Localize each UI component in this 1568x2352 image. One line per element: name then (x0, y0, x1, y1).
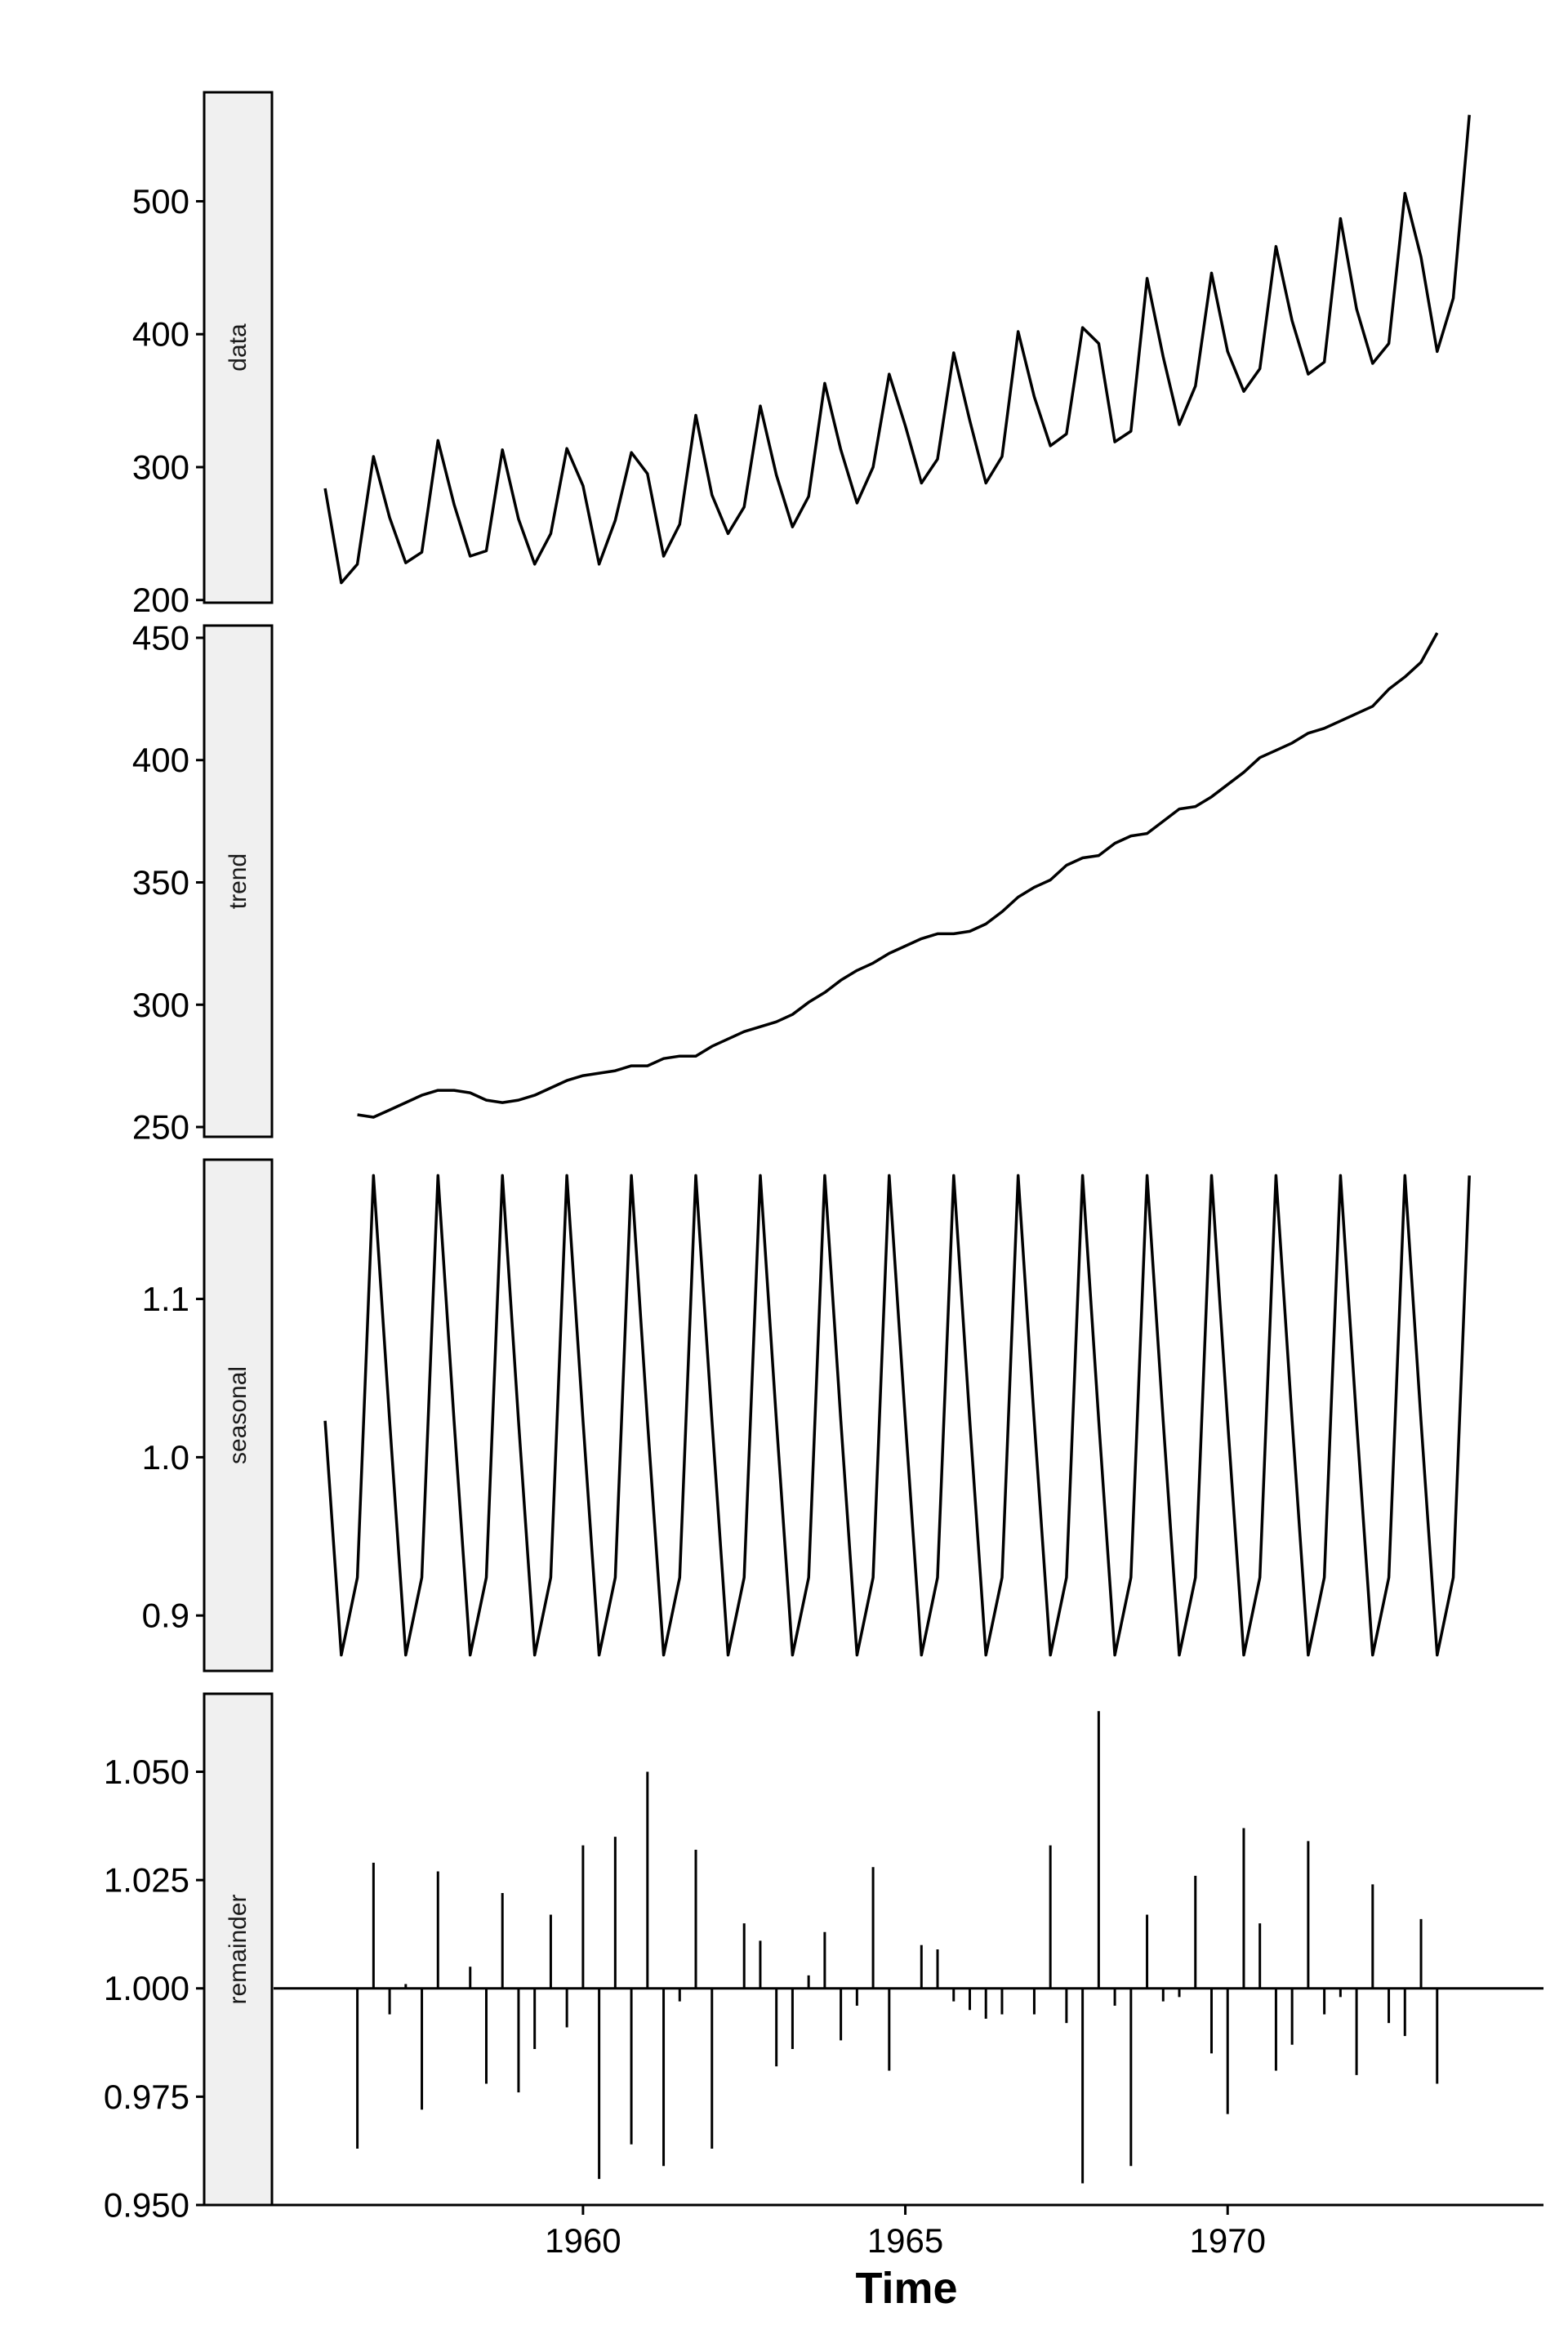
panel-seasonal: seasonal 0.9 1.0 1.1 (142, 1158, 1471, 1673)
panel-trend: trend 250 300 350 400 450 (132, 618, 1439, 1147)
y-tick-label-seasonal: 1.0 (142, 1438, 189, 1477)
x-axis: 1960 1965 1970 (272, 2203, 1544, 2260)
y-tick-label-trend: 350 (132, 863, 189, 902)
x-axis-title: Time (855, 2264, 957, 2313)
y-tick-label-remainder: 0.975 (104, 2078, 189, 2116)
strip-label-seasonal: seasonal (225, 1366, 252, 1464)
x-tick-label: 1960 (545, 2221, 621, 2260)
chart-panels: data 200 300 400 500 trend 250 300 350 400 450 seas… (104, 91, 1544, 2225)
y-tick-label-data: 500 (132, 182, 189, 220)
y-tick-label-data: 200 (132, 581, 189, 619)
x-tick-label: 1965 (867, 2221, 943, 2260)
y-tick-label-data: 300 (132, 448, 189, 486)
y-tick-label-remainder: 0.950 (104, 2186, 189, 2225)
strip-seasonal (203, 1158, 274, 1673)
strip-label-trend: trend (225, 853, 252, 909)
series-line-seasonal (323, 1174, 1471, 1657)
series-line-trend (357, 632, 1439, 1119)
y-tick-label-seasonal: 1.1 (142, 1280, 189, 1318)
y-tick-label-trend: 450 (132, 618, 189, 657)
y-tick-label-remainder: 1.000 (104, 1969, 189, 2007)
y-tick-label-remainder: 1.025 (104, 1861, 189, 1900)
panel-data: data 200 300 400 500 (132, 91, 1471, 619)
y-tick-label-trend: 250 (132, 1108, 189, 1147)
strip-label-remainder: remainder (225, 1894, 252, 2004)
strip-label-data: data (225, 323, 252, 372)
strip-data (203, 91, 274, 604)
y-tick-label-trend: 300 (132, 986, 189, 1024)
y-tick-label-data: 400 (132, 315, 189, 354)
y-tick-label-remainder: 1.050 (104, 1753, 189, 1791)
strip-remainder (203, 1692, 274, 2207)
x-tick-label: 1970 (1190, 2221, 1266, 2260)
panel-remainder: remainder 0.950 0.975 1.000 1.025 1.050 (104, 1692, 1544, 2225)
series-line-data (323, 114, 1471, 585)
y-tick-label-seasonal: 0.9 (142, 1597, 189, 1635)
strip-trend (203, 624, 274, 1138)
y-tick-label-trend: 400 (132, 741, 189, 779)
